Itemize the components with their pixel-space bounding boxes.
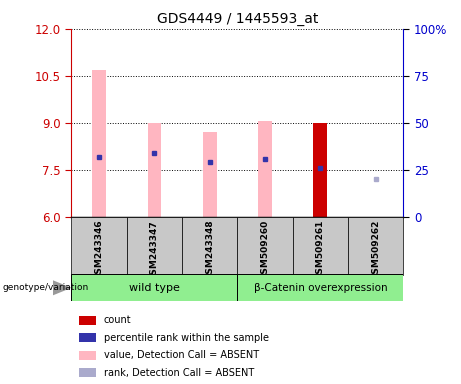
- Bar: [79, 316, 96, 325]
- Text: β-Catenin overexpression: β-Catenin overexpression: [254, 283, 387, 293]
- Bar: [79, 351, 96, 360]
- Bar: [348, 217, 403, 275]
- Bar: [92, 70, 106, 217]
- Bar: [203, 132, 217, 217]
- Text: GSM509261: GSM509261: [316, 220, 325, 280]
- Text: rank, Detection Call = ABSENT: rank, Detection Call = ABSENT: [104, 368, 254, 378]
- Text: percentile rank within the sample: percentile rank within the sample: [104, 333, 269, 343]
- Bar: [237, 274, 403, 301]
- Text: genotype/variation: genotype/variation: [2, 283, 89, 292]
- Polygon shape: [53, 280, 71, 295]
- Bar: [71, 274, 237, 301]
- Text: GSM243347: GSM243347: [150, 220, 159, 281]
- Bar: [293, 217, 348, 275]
- Text: count: count: [104, 315, 131, 325]
- Text: GSM509260: GSM509260: [260, 220, 270, 280]
- Text: wild type: wild type: [129, 283, 180, 293]
- Bar: [79, 369, 96, 377]
- Bar: [182, 217, 237, 275]
- Text: GSM243348: GSM243348: [205, 220, 214, 280]
- Title: GDS4449 / 1445593_at: GDS4449 / 1445593_at: [157, 12, 318, 26]
- Bar: [258, 121, 272, 217]
- Bar: [313, 123, 327, 217]
- Bar: [127, 217, 182, 275]
- Text: value, Detection Call = ABSENT: value, Detection Call = ABSENT: [104, 350, 259, 360]
- Bar: [79, 333, 96, 342]
- Text: GSM243346: GSM243346: [95, 220, 104, 280]
- Bar: [148, 123, 161, 217]
- Bar: [237, 217, 293, 275]
- Bar: [71, 217, 127, 275]
- Text: GSM509262: GSM509262: [371, 220, 380, 280]
